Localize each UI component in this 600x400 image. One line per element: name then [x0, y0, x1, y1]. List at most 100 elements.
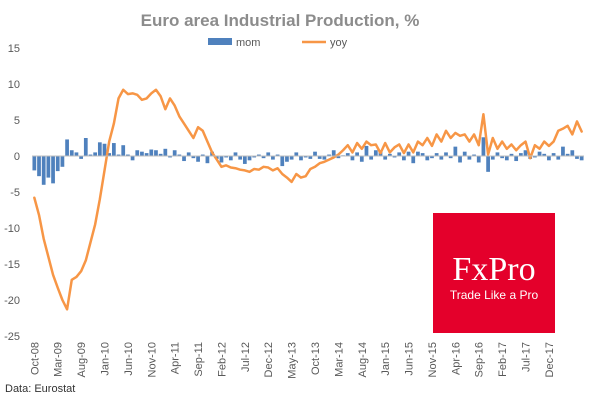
y-tick-label: 5	[14, 115, 20, 127]
mom-bar	[224, 156, 229, 158]
mom-bar	[542, 153, 547, 156]
x-tick-label: Oct-13	[310, 342, 322, 375]
mom-bar	[448, 156, 453, 159]
mom-bar	[79, 156, 83, 159]
y-tick-label: -15	[4, 259, 20, 271]
mom-bar	[533, 156, 537, 158]
mom-bar	[406, 151, 411, 156]
x-tick-label: May-13	[287, 342, 299, 379]
mom-bar	[271, 156, 275, 160]
mom-bar	[182, 156, 186, 162]
mom-bar	[331, 150, 336, 156]
mom-bar	[97, 142, 102, 156]
mom-bar	[453, 146, 458, 156]
mom-bar	[130, 156, 135, 161]
mom-bar	[242, 156, 247, 164]
mom-bar	[579, 156, 584, 161]
mom-bar	[486, 156, 490, 172]
mom-bar	[373, 150, 378, 156]
y-tick-label: 10	[8, 79, 20, 91]
mom-bar	[402, 156, 406, 161]
mom-bar	[490, 156, 495, 160]
mom-bar	[93, 152, 98, 156]
mom-bar	[387, 153, 392, 156]
mom-bar	[458, 156, 462, 163]
mom-bar	[261, 156, 266, 159]
mom-bar	[439, 156, 444, 160]
y-tick-label: -5	[10, 187, 20, 199]
mom-bar	[500, 156, 505, 159]
mom-bar	[392, 156, 397, 158]
mom-bar	[308, 156, 313, 159]
mom-bar	[196, 156, 200, 162]
mom-bar	[336, 156, 341, 159]
mom-bar	[444, 152, 448, 156]
mom-bar	[74, 152, 79, 156]
x-tick-label: Jun-15	[404, 342, 416, 376]
legend-yoy-label: yoy	[330, 37, 348, 49]
x-tick-label: Dec-12	[263, 342, 275, 377]
x-tick-label: Aug-09	[76, 342, 88, 377]
mom-bar	[294, 152, 299, 156]
legend-mom-swatch	[208, 38, 232, 45]
x-tick-label: Apr-11	[170, 342, 182, 374]
mom-bar	[135, 150, 140, 156]
mom-bar	[359, 156, 364, 162]
y-tick-label: -10	[4, 223, 20, 235]
mom-bar	[186, 152, 191, 156]
legend-mom-label: mom	[236, 37, 260, 49]
mom-bar	[144, 153, 149, 156]
x-tick-label: Sep-11	[193, 342, 205, 377]
legend: mom yoy	[208, 37, 348, 49]
mom-bar	[434, 153, 439, 156]
mom-bar	[41, 156, 46, 185]
mom-bar	[420, 153, 425, 156]
mom-bar	[430, 156, 434, 159]
mom-bar	[200, 154, 205, 156]
mom-bar	[495, 152, 500, 156]
mom-bar	[60, 156, 65, 167]
mom-bar	[275, 154, 280, 156]
mom-bar	[37, 156, 41, 177]
mom-bar	[252, 156, 257, 158]
mom-bar	[514, 156, 519, 162]
x-tick-label: Feb-12	[216, 342, 228, 377]
mom-bar	[158, 153, 163, 156]
x-tick-label: Mar-14	[333, 342, 345, 377]
mom-bar	[383, 156, 388, 160]
mom-bar	[556, 156, 561, 160]
chart-title: Euro area Industrial Production, %	[141, 11, 420, 30]
mom-bar	[350, 156, 355, 161]
mom-bar	[518, 153, 523, 156]
x-tick-label: Nov-10	[146, 342, 158, 377]
mom-bar	[154, 150, 158, 156]
mom-bar	[322, 156, 327, 160]
y-tick-label: -20	[4, 295, 20, 307]
mom-bar	[121, 145, 126, 156]
mom-bar	[233, 152, 238, 156]
mom-bar	[83, 138, 88, 156]
mom-bar	[111, 143, 116, 156]
x-tick-label: Jul-17	[521, 342, 533, 372]
y-axis: 15 10 5 0 -5 -10 -15 -20 -25	[4, 43, 20, 343]
mom-bar	[88, 154, 93, 156]
mom-bar	[205, 156, 210, 164]
x-tick-label: Apr-16	[450, 342, 462, 375]
x-tick-label: Jul-12	[240, 342, 252, 372]
mom-bar	[266, 152, 271, 156]
mom-bar	[547, 156, 551, 161]
mom-bar	[140, 151, 144, 156]
mom-bar	[168, 156, 172, 158]
mom-bar	[467, 156, 472, 160]
mom-bar	[425, 156, 430, 161]
mom-bar	[303, 156, 308, 158]
y-tick-label: 0	[14, 151, 20, 163]
x-tick-label: Sep-16	[474, 342, 486, 377]
mom-bar	[55, 156, 60, 172]
mom-bar	[570, 150, 575, 156]
mom-bar	[327, 154, 331, 156]
logo-background	[433, 213, 555, 333]
x-tick-label: Aug-14	[357, 342, 369, 377]
mom-bar	[397, 152, 402, 156]
